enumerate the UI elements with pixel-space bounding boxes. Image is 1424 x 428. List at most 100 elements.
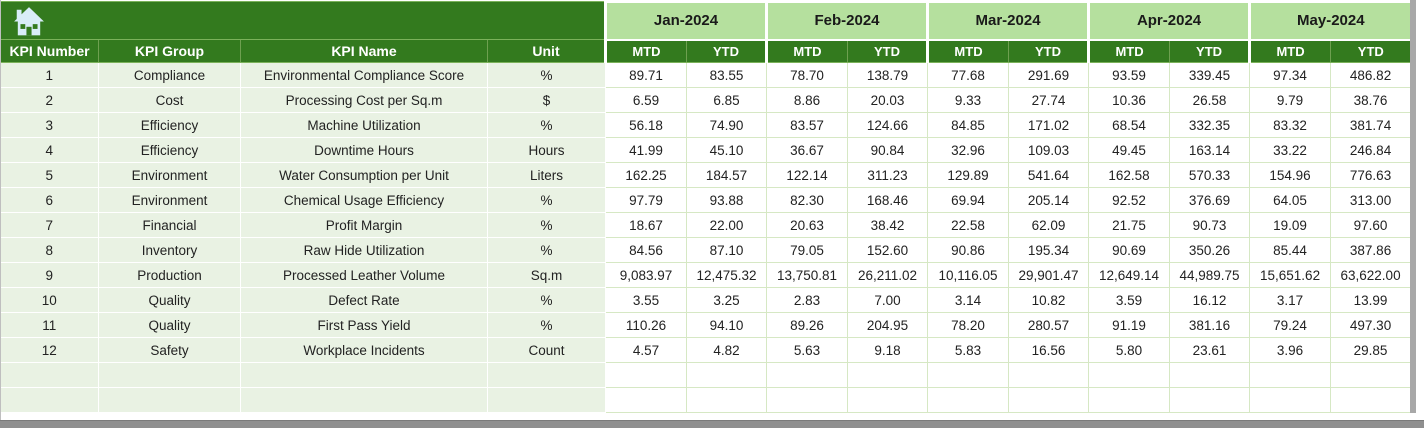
cell-value[interactable]: 12,475.32	[686, 262, 767, 288]
cell-value[interactable]: 152.60	[847, 237, 929, 263]
cell-value[interactable]: 26,211.02	[847, 262, 929, 288]
cell-unit[interactable]: %	[487, 212, 606, 238]
cell-value[interactable]: 9,083.97	[605, 262, 687, 288]
month-header-apr[interactable]: Apr-2024	[1087, 0, 1250, 41]
cell-value[interactable]: 10.36	[1088, 87, 1171, 113]
cell-value[interactable]	[686, 362, 767, 388]
cell-kpi-name[interactable]: Downtime Hours	[240, 137, 488, 163]
cell-value[interactable]	[605, 362, 687, 388]
cell-value[interactable]	[927, 387, 1010, 413]
cell-value[interactable]: 9.33	[927, 87, 1010, 113]
cell-kpi-number[interactable]: 9	[0, 262, 99, 288]
cell-unit[interactable]: Liters	[487, 162, 606, 188]
cell-value[interactable]: 3.14	[927, 287, 1010, 313]
cell-value[interactable]: 22.00	[686, 212, 767, 238]
cell-kpi-number[interactable]: 12	[0, 337, 99, 363]
cell-kpi-number[interactable]: 11	[0, 312, 99, 338]
cell-value[interactable]: 90.69	[1088, 237, 1171, 263]
cell-value[interactable]: 776.63	[1330, 162, 1412, 188]
cell-value[interactable]: 154.96	[1249, 162, 1332, 188]
cell-value[interactable]: 62.09	[1008, 212, 1090, 238]
cell-value[interactable]: 92.52	[1088, 187, 1171, 213]
cell-value[interactable]: 21.75	[1088, 212, 1171, 238]
col-header-kpi-number[interactable]: KPI Number	[0, 39, 99, 63]
home-icon[interactable]	[13, 6, 45, 37]
col-header-apr-mtd[interactable]: MTD	[1087, 39, 1170, 63]
cell-value[interactable]	[1169, 387, 1251, 413]
cell-value[interactable]: 3.25	[686, 287, 767, 313]
cell-kpi-name[interactable]: Defect Rate	[240, 287, 488, 313]
cell-value[interactable]: 541.64	[1008, 162, 1090, 188]
cell-unit[interactable]	[487, 387, 606, 413]
cell-value[interactable]	[1330, 362, 1412, 388]
cell-value[interactable]: 163.14	[1169, 137, 1251, 163]
cell-kpi-group[interactable]: Environment	[98, 187, 241, 213]
cell-kpi-name[interactable]: Workplace Incidents	[240, 337, 488, 363]
cell-kpi-group[interactable]: Safety	[98, 337, 241, 363]
cell-value[interactable]: 16.12	[1169, 287, 1251, 313]
cell-value[interactable]: 5.80	[1088, 337, 1171, 363]
cell-value[interactable]: 124.66	[847, 112, 929, 138]
cell-value[interactable]: 93.59	[1088, 62, 1171, 88]
cell-value[interactable]	[927, 362, 1010, 388]
cell-value[interactable]: 129.89	[927, 162, 1010, 188]
cell-value[interactable]: 19.09	[1249, 212, 1332, 238]
cell-unit[interactable]: Hours	[487, 137, 606, 163]
cell-value[interactable]: 56.18	[605, 112, 687, 138]
cell-value[interactable]: 5.83	[927, 337, 1010, 363]
cell-value[interactable]: 68.54	[1088, 112, 1171, 138]
cell-value[interactable]: 84.56	[605, 237, 687, 263]
cell-value[interactable]: 89.71	[605, 62, 687, 88]
cell-value[interactable]: 38.76	[1330, 87, 1412, 113]
cell-value[interactable]: 13,750.81	[766, 262, 848, 288]
cell-value[interactable]: 376.69	[1169, 187, 1251, 213]
cell-value[interactable]: 291.69	[1008, 62, 1090, 88]
cell-value[interactable]: 381.74	[1330, 112, 1412, 138]
col-header-jan-ytd[interactable]: YTD	[686, 39, 767, 63]
cell-value[interactable]: 3.59	[1088, 287, 1171, 313]
cell-value[interactable]: 77.68	[927, 62, 1010, 88]
cell-value[interactable]: 184.57	[686, 162, 767, 188]
cell-kpi-number[interactable]: 3	[0, 112, 99, 138]
cell-value[interactable]: 20.03	[847, 87, 929, 113]
cell-value[interactable]: 10,116.05	[927, 262, 1010, 288]
cell-value[interactable]: 138.79	[847, 62, 929, 88]
cell-kpi-group[interactable]	[98, 387, 241, 413]
cell-value[interactable]: 94.10	[686, 312, 767, 338]
cell-value[interactable]: 23.61	[1169, 337, 1251, 363]
cell-kpi-name[interactable]: Machine Utilization	[240, 112, 488, 138]
col-header-unit[interactable]: Unit	[487, 39, 606, 63]
cell-value[interactable]: 13.99	[1330, 287, 1412, 313]
cell-value[interactable]: 20.63	[766, 212, 848, 238]
col-header-mar-mtd[interactable]: MTD	[926, 39, 1009, 63]
cell-kpi-number[interactable]	[0, 387, 99, 413]
cell-value[interactable]: 122.14	[766, 162, 848, 188]
cell-kpi-group[interactable]: Quality	[98, 287, 241, 313]
cell-kpi-name[interactable]: Processing Cost per Sq.m	[240, 87, 488, 113]
cell-unit[interactable]: %	[487, 187, 606, 213]
cell-value[interactable]	[1088, 362, 1171, 388]
cell-kpi-group[interactable]: Environment	[98, 162, 241, 188]
cell-value[interactable]: 3.55	[605, 287, 687, 313]
cell-value[interactable]: 9.79	[1249, 87, 1332, 113]
cell-kpi-group[interactable]	[98, 362, 241, 388]
cell-value[interactable]: 97.79	[605, 187, 687, 213]
month-header-mar[interactable]: Mar-2024	[926, 0, 1089, 41]
cell-value[interactable]: 87.10	[686, 237, 767, 263]
cell-value[interactable]: 78.20	[927, 312, 1010, 338]
cell-value[interactable]: 162.25	[605, 162, 687, 188]
cell-value[interactable]: 109.03	[1008, 137, 1090, 163]
cell-value[interactable]	[1008, 387, 1090, 413]
cell-value[interactable]: 79.24	[1249, 312, 1332, 338]
cell-kpi-group[interactable]: Cost	[98, 87, 241, 113]
cell-value[interactable]: 313.00	[1330, 187, 1412, 213]
cell-value[interactable]: 83.32	[1249, 112, 1332, 138]
cell-kpi-group[interactable]: Efficiency	[98, 112, 241, 138]
cell-kpi-name[interactable]	[240, 387, 488, 413]
cell-value[interactable]: 5.63	[766, 337, 848, 363]
cell-value[interactable]: 570.33	[1169, 162, 1251, 188]
cell-value[interactable]	[1088, 387, 1171, 413]
cell-value[interactable]: 49.45	[1088, 137, 1171, 163]
col-header-mar-ytd[interactable]: YTD	[1008, 39, 1089, 63]
cell-value[interactable]: 280.57	[1008, 312, 1090, 338]
